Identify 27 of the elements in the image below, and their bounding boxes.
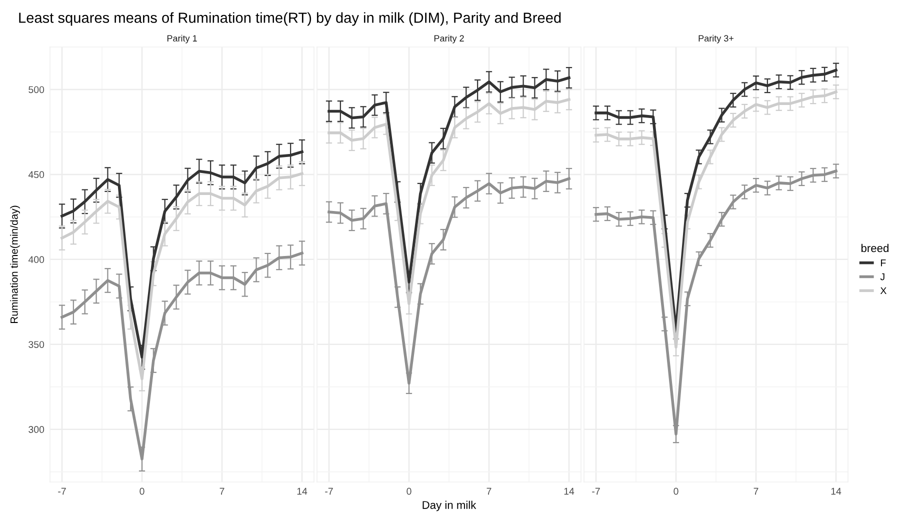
x-tick-label: 0 xyxy=(674,488,678,495)
chart-subtitle: Parity 3+ xyxy=(698,34,734,44)
legend-label: J xyxy=(880,273,884,280)
y-tick-label: 450 xyxy=(28,171,44,178)
legend-label: X xyxy=(880,287,886,294)
y-axis-title: Rumination time(min/day) xyxy=(10,206,20,323)
chart-title: Least squares means of Rumination time(RT) by day in milk (DIM), Parity and Breed xyxy=(19,12,561,26)
x-tick-label: 0 xyxy=(140,488,144,495)
chart-subtitle: Parity 1 xyxy=(167,34,197,44)
chart-subtitle: Parity 2 xyxy=(434,34,464,44)
x-tick-label: 14 xyxy=(831,488,842,495)
x-tick-label: -7 xyxy=(325,488,333,495)
y-tick-label: 400 xyxy=(28,256,44,264)
y-tick-label: 500 xyxy=(28,86,44,94)
x-axis-title: Day in milk xyxy=(422,500,476,512)
x-tick-label: 7 xyxy=(220,488,224,495)
x-tick-label: 7 xyxy=(754,488,758,495)
x-tick-label: -7 xyxy=(58,488,66,495)
x-tick-label: 14 xyxy=(297,488,308,495)
y-tick-label: 350 xyxy=(28,341,44,348)
legend-title: breed xyxy=(861,244,888,252)
x-tick-label: -7 xyxy=(592,488,600,495)
x-tick-label: 7 xyxy=(486,488,492,495)
y-tick-label: 300 xyxy=(28,426,44,433)
x-tick-label: 14 xyxy=(564,488,574,495)
x-tick-label: 0 xyxy=(406,488,412,495)
legend-label: F xyxy=(880,260,886,266)
